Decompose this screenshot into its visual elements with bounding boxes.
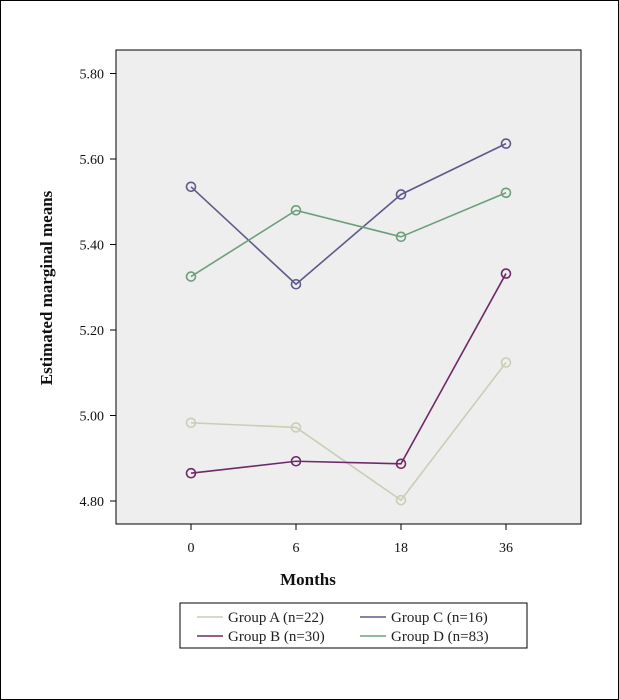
data-point [290,278,302,290]
series-group [185,357,512,506]
data-point [500,357,512,368]
y-tick-label: 4.80 [80,495,105,510]
plot-area [115,49,582,525]
data-point [500,268,512,279]
x-axis: 0 6 18 36 [188,524,513,556]
series-group [185,268,512,479]
y-tick-label: 5.80 [80,68,105,83]
y-tick-label: 5.00 [80,410,105,425]
legend-label: Group C (n=16) [391,610,488,626]
data-point [395,189,407,200]
legend-label: Group A (n=22) [228,610,324,626]
legend-item: Group C (n=16) [360,610,488,626]
series-line [190,362,507,502]
x-axis-title: Months [280,570,336,589]
data-point [395,494,407,506]
legend-label: Group B (n=30) [228,629,325,645]
data-point [395,458,407,470]
series-line [190,142,507,286]
data-point [185,271,197,282]
series-group [185,138,512,290]
x-tick-label: 6 [293,541,300,556]
series-lines [185,138,512,506]
data-point [395,231,407,243]
y-axis: 4.80 5.00 5.20 5.40 5.60 5.80 [80,68,116,510]
legend-box [179,602,528,649]
legend-item: Group A (n=22) [197,610,324,626]
x-tick-label: 36 [499,541,513,556]
y-axis-title: Estimated marginal means [37,190,56,385]
data-point [185,181,197,193]
x-tick-label: 18 [394,541,408,556]
series-group [185,187,512,282]
data-point [290,455,302,467]
legend-label: Group D (n=83) [391,629,489,645]
data-point [500,187,512,199]
data-point [290,422,302,433]
y-tick-label: 5.40 [80,239,105,254]
data-point [185,467,197,479]
y-tick-label: 5.20 [80,324,105,339]
legend: Group A (n=22) Group B (n=30) Group C (n=1… [179,602,528,649]
series-line [190,273,507,475]
data-point [290,205,302,216]
x-tick-label: 0 [188,541,195,556]
legend-item: Group B (n=30) [197,629,325,645]
data-point [185,417,197,429]
y-tick-label: 5.60 [80,153,105,168]
data-point [500,138,512,149]
series-line [190,192,507,278]
legend-item: Group D (n=83) [360,629,489,645]
